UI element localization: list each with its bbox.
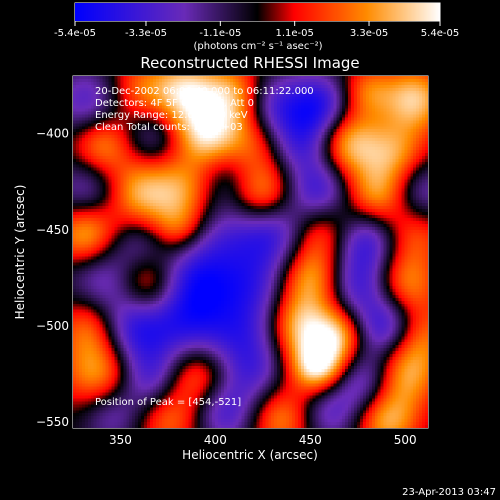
annotation-time-range: 20-Dec-2002 06:06:40.000 to 06:11:22.000 <box>95 86 314 97</box>
annotation-peak-position: Position of Peak = [454,-521] <box>95 397 242 408</box>
footer-date: 23-Apr-2013 03:47 <box>402 487 496 498</box>
colorbar-tick-label: -5.4e-05 <box>54 28 96 39</box>
x-tick-label: 350 <box>109 433 132 447</box>
y-tick-label: −500 <box>36 319 69 333</box>
colorbar-tick-label: -1.1e-05 <box>199 28 241 39</box>
x-tick-label: 450 <box>299 433 322 447</box>
annotation-energy: Energy Range: 12.0 - 25.0 keV <box>95 110 248 121</box>
y-axis-label: Heliocentric Y (arcsec) <box>13 185 27 320</box>
annotation-detectors: Detectors: 4F 5F 6F 7F 8F, Att 0 <box>95 98 255 109</box>
colorbar-unit-label: (photons cm⁻² s⁻¹ asec⁻²) <box>193 41 322 52</box>
colorbar-tick-label: 3.3e-05 <box>350 28 388 39</box>
x-tick-label: 400 <box>204 433 227 447</box>
colorbar-tick-label: 1.1e-05 <box>275 28 313 39</box>
heatmap-image <box>73 76 428 428</box>
annotation-counts: Clean Total counts: 1.35E+03 <box>95 122 243 133</box>
x-axis-label: Heliocentric X (arcsec) <box>182 448 318 462</box>
y-tick-label: −450 <box>36 223 69 237</box>
colorbar <box>75 3 440 21</box>
chart-title: Reconstructed RHESSI Image <box>140 54 359 72</box>
colorbar-tick-label: -3.3e-05 <box>125 28 167 39</box>
y-tick-label: −550 <box>36 415 69 429</box>
axis-ticks: 350 400 450 500 −400 −450 −500 −550 <box>36 75 428 447</box>
colorbar-ticks: -5.4e-05 -3.3e-05 -1.1e-05 1.1e-05 3.3e-05 5.… <box>54 21 459 39</box>
colorbar-tick-label: 5.4e-05 <box>421 28 459 39</box>
x-tick-label: 500 <box>394 433 417 447</box>
y-tick-label: −400 <box>36 127 69 141</box>
